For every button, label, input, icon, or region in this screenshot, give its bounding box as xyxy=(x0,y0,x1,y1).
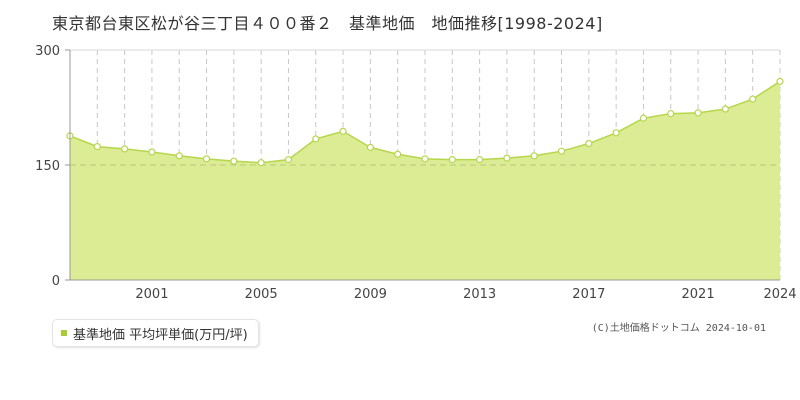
x-tick-label: 2017 xyxy=(572,287,605,302)
x-tick-label: 2013 xyxy=(463,287,496,302)
data-point xyxy=(421,155,429,163)
y-tick-label: 0 xyxy=(52,274,60,289)
data-point xyxy=(175,152,183,160)
data-point xyxy=(612,129,620,137)
data-point xyxy=(503,154,511,162)
data-point xyxy=(667,110,675,118)
data-point xyxy=(93,143,101,151)
data-point xyxy=(694,109,702,117)
data-point xyxy=(476,156,484,164)
y-tick-label: 150 xyxy=(35,159,60,174)
data-point xyxy=(366,143,374,151)
data-point xyxy=(721,105,729,113)
data-point xyxy=(121,145,129,153)
legend-swatch xyxy=(61,330,67,336)
series-area xyxy=(70,81,780,280)
data-point xyxy=(749,95,757,103)
data-point xyxy=(394,150,402,158)
x-tick-label: 2024 xyxy=(763,287,796,302)
data-point xyxy=(230,157,238,165)
legend: 基準地価 平均坪単価(万円/坪) xyxy=(52,319,259,347)
data-point xyxy=(148,148,156,156)
legend-label: 基準地価 平均坪単価(万円/坪) xyxy=(73,327,248,343)
x-tick-label: 2021 xyxy=(682,287,715,302)
data-point xyxy=(585,139,593,148)
x-tick-label: 2001 xyxy=(135,287,168,302)
data-point xyxy=(639,114,648,122)
data-point xyxy=(257,159,265,167)
data-point xyxy=(776,77,784,86)
data-point xyxy=(284,156,293,164)
data-point xyxy=(312,135,320,143)
credit-text: (C)土地価格ドットコム 2024-10-01 xyxy=(591,323,766,334)
chart-title: 東京都台東区松が谷三丁目４００番２ 基準地価 地価推移[1998-2024] xyxy=(52,14,603,33)
y-tick-label: 300 xyxy=(35,44,60,59)
data-point xyxy=(530,152,538,160)
data-point xyxy=(339,127,347,135)
data-point xyxy=(557,147,566,155)
x-tick-label: 2005 xyxy=(245,287,278,302)
data-point xyxy=(448,156,456,164)
data-point xyxy=(202,155,211,163)
x-tick-label: 2009 xyxy=(354,287,387,302)
